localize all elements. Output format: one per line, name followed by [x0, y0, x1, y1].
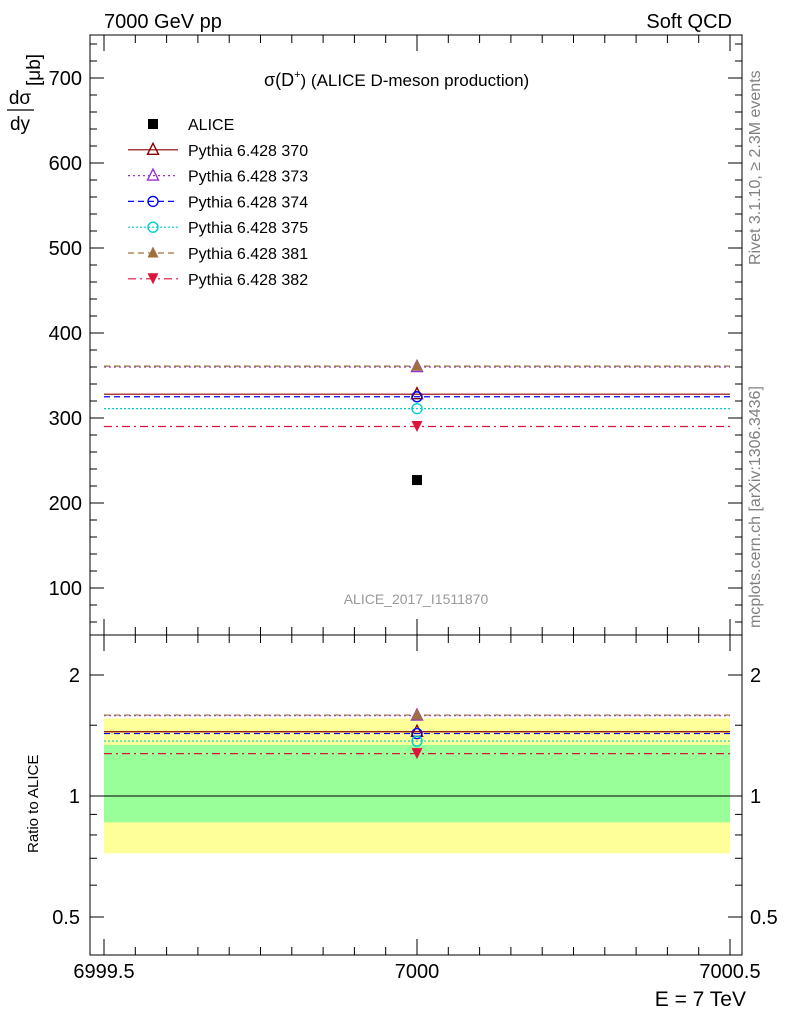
legend-marker-data	[148, 119, 158, 129]
header-right: Soft QCD	[646, 11, 732, 33]
ratio-ylabel: Ratio to ALICE	[25, 755, 42, 853]
ratio-point-p375	[411, 735, 423, 747]
series-point-p375	[411, 402, 423, 415]
x-axis: 6999.5 7000 7000.5	[73, 35, 761, 983]
legend-label-p375: Pythia 6.428 375	[188, 220, 308, 237]
legend: ALICE Pythia 6.428 370 Pythia 6.428 373 Pyt…	[128, 117, 308, 289]
plot-title: σ(D+) (ALICE D-meson production)	[264, 69, 529, 90]
title-superscript: +	[294, 69, 300, 81]
y-tick-label: 300	[49, 408, 82, 430]
legend-label-p381: Pythia 6.428 381	[188, 246, 308, 263]
y-tick-label: 600	[49, 153, 82, 175]
ratio-tick-label-left: 0.5	[52, 907, 80, 929]
ratio-tick-label-left: 2	[69, 665, 80, 687]
title-sigma: σ(D	[264, 70, 294, 90]
main-y-axis: 100 200 300 400 500 600 700	[49, 43, 742, 623]
ylabel-denominator: dy	[10, 114, 31, 135]
legend-label-p382: Pythia 6.428 382	[188, 272, 308, 289]
y-tick-label: 500	[49, 238, 82, 260]
ratio-y-axis: 0.5 0.5 1 1 2 2	[52, 665, 778, 929]
main-series-layer	[104, 358, 730, 486]
y-tick-label: 400	[49, 323, 82, 345]
ratio-tick-label-right: 1	[750, 786, 761, 808]
y-tick-label: 200	[49, 493, 82, 515]
x-tick-label: 6999.5	[73, 961, 134, 983]
ratio-tick-label-right: 2	[750, 665, 761, 687]
ratio-tick-label-right: 0.5	[750, 907, 778, 929]
legend-marker-p382	[147, 273, 159, 285]
ylabel-unit: [μb]	[24, 54, 45, 86]
main-ylabel: dσ dy [μb]	[7, 54, 45, 135]
series-point-p381	[411, 359, 423, 371]
title-rest: ) (ALICE D-meson production)	[301, 71, 530, 90]
legend-marker-p373	[146, 167, 160, 181]
header-left: 7000 GeV pp	[104, 11, 222, 33]
legend-marker-p381	[147, 246, 159, 258]
ratio-point-p381	[411, 708, 423, 720]
legend-label-p373: Pythia 6.428 373	[188, 169, 308, 186]
series-point-p382	[411, 421, 423, 432]
data-point-alice	[412, 475, 422, 486]
analysis-tag: ALICE_2017_I1511870	[344, 591, 489, 607]
x-tick-label: 7000	[395, 961, 440, 983]
x-axis-label: E = 7 TeV	[655, 988, 746, 1011]
legend-label-data: ALICE	[188, 117, 234, 134]
y-tick-label: 700	[49, 68, 82, 90]
legend-marker-p375	[147, 221, 159, 233]
mcplots-label: mcplots.cern.ch [arXiv:1306.3436]	[747, 386, 764, 628]
ratio-point-p374	[411, 727, 423, 740]
ylabel-numerator: dσ	[9, 88, 32, 109]
legend-label-p370: Pythia 6.428 370	[188, 143, 308, 160]
ratio-point-p382	[411, 748, 423, 760]
ratio-tick-label-left: 1	[69, 786, 80, 808]
legend-marker-p374	[147, 195, 159, 208]
legend-label-p374: Pythia 6.428 374	[188, 194, 308, 211]
series-point-p374	[411, 391, 423, 403]
legend-marker-p370	[146, 141, 160, 156]
rivet-label: Rivet 3.1.10, ≥ 2.3M events	[747, 70, 764, 265]
x-tick-label: 7000.5	[699, 961, 760, 983]
ratio-series-layer	[104, 707, 730, 760]
y-tick-label: 100	[49, 578, 82, 600]
ratio-panel-frame	[89, 634, 743, 956]
